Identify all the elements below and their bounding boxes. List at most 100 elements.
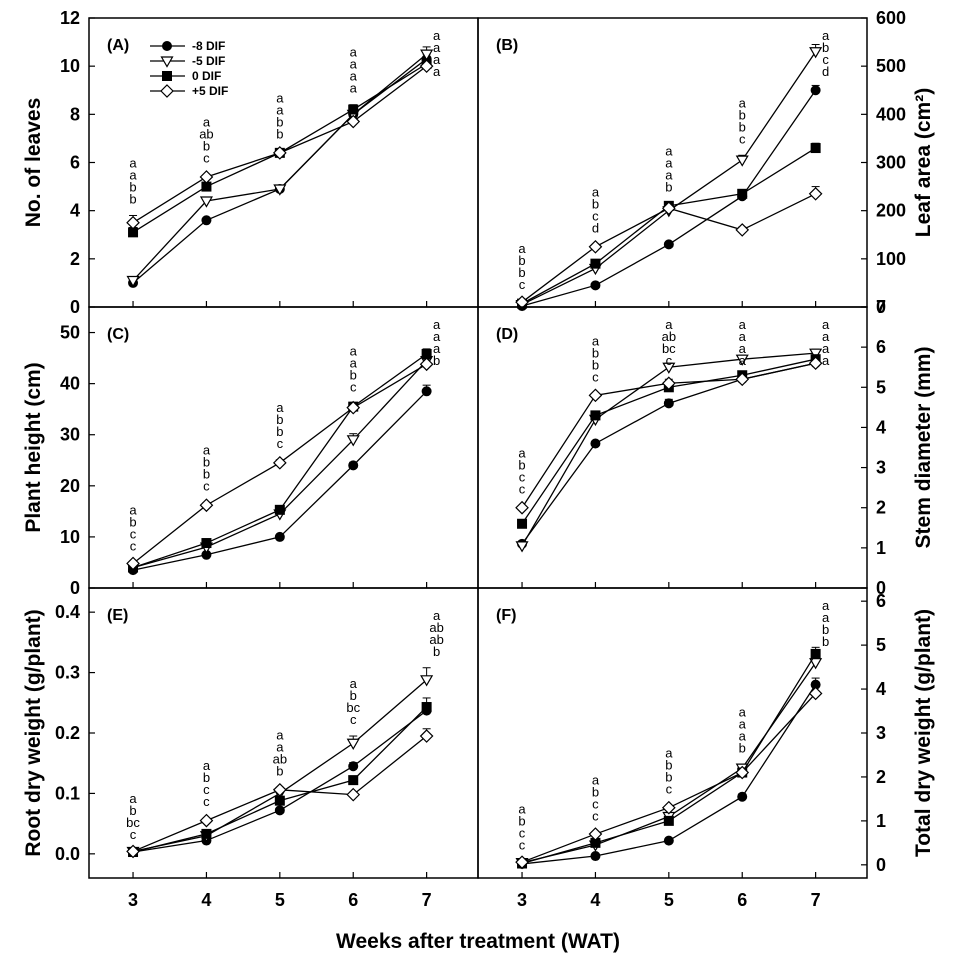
significance-letter: b — [518, 458, 525, 473]
significance-letter: a — [665, 143, 673, 158]
x-tick-label: 6 — [348, 890, 358, 910]
significance-letter: b — [739, 107, 746, 122]
marker-0 — [274, 805, 285, 816]
significance-letter: a — [433, 28, 441, 43]
significance-letter: b — [592, 196, 599, 211]
panel-label: (D) — [496, 326, 518, 343]
y-tick-label: 8 — [70, 104, 80, 124]
significance-letter: a — [665, 746, 673, 761]
y-tick-label: 0.3 — [55, 663, 80, 683]
significance-letter: a — [276, 727, 284, 742]
marker-2 — [162, 71, 172, 81]
significance-letter: b — [276, 763, 283, 778]
marker-3 — [419, 59, 434, 74]
x-tick-label: 5 — [664, 890, 674, 910]
y-tick-label: 600 — [876, 8, 906, 28]
marker-2 — [810, 143, 821, 154]
marker-1 — [160, 56, 174, 68]
marker-2 — [201, 828, 212, 839]
significance-letter: ab — [429, 632, 443, 647]
significance-letter: b — [129, 179, 136, 194]
marker-0 — [590, 280, 601, 291]
significance-letter: a — [129, 155, 137, 170]
significance-letter: bc — [662, 341, 676, 356]
marker-3 — [199, 170, 214, 184]
significance-letter: a — [822, 610, 830, 625]
y-tick-label: 3 — [876, 458, 886, 478]
significance-letter: b — [592, 345, 599, 360]
marker-3 — [126, 556, 140, 571]
marker-2 — [274, 504, 285, 515]
significance-letter: b — [203, 455, 210, 470]
legend-label: -5 DIF — [192, 54, 225, 68]
y-tick-label: 1 — [876, 811, 886, 831]
y-tick-label: 0.4 — [55, 602, 80, 622]
significance-letter: a — [739, 95, 747, 110]
marker-0 — [590, 438, 601, 449]
marker-3 — [199, 498, 214, 513]
marker-2 — [348, 775, 359, 786]
marker-1 — [515, 541, 529, 553]
significance-letter: b — [592, 784, 599, 799]
marker-2 — [590, 410, 601, 421]
significance-letter: b — [129, 803, 136, 818]
significance-letter: a — [276, 400, 284, 415]
panel-frame — [477, 587, 868, 879]
significance-letter: c — [666, 353, 673, 368]
marker-0 — [663, 835, 674, 846]
significance-letter: a — [739, 717, 747, 732]
panel-frame — [88, 17, 479, 308]
significance-letter: c — [592, 208, 599, 223]
marker-1 — [126, 275, 140, 288]
significance-letter: b — [433, 644, 440, 659]
marker-2 — [201, 538, 212, 549]
significance-letter: a — [739, 353, 747, 368]
significance-letter: c — [350, 380, 357, 395]
significance-letter: b — [203, 770, 210, 785]
significance-letter: bc — [346, 700, 360, 715]
marker-3 — [661, 800, 676, 815]
significance-letter: a — [203, 443, 211, 458]
significance-letter: b — [665, 770, 672, 785]
marker-3 — [735, 372, 750, 387]
y-tick-label: 4 — [70, 201, 80, 221]
significance-letter: b — [592, 357, 599, 372]
y-tick-label: 0 — [70, 297, 80, 317]
significance-letter: a — [592, 333, 600, 348]
marker-0 — [663, 239, 674, 250]
significance-letter: a — [433, 317, 441, 332]
significance-letter: b — [129, 514, 136, 529]
marker-0 — [162, 41, 172, 51]
y-tick-label: 400 — [876, 104, 906, 124]
marker-3 — [419, 729, 434, 743]
y-tick-label: 0.1 — [55, 783, 80, 803]
x-tick-label: 4 — [590, 890, 600, 910]
significance-letter: a — [592, 772, 600, 787]
x-tick-label: 3 — [517, 890, 527, 910]
marker-1 — [420, 675, 434, 687]
y-tick-label: 300 — [876, 153, 906, 173]
y-tick-label: 4 — [876, 679, 886, 699]
significance-letter: c — [519, 470, 526, 485]
marker-3 — [588, 827, 603, 841]
significance-letter: b — [665, 179, 672, 194]
marker-0 — [274, 531, 285, 542]
y-tick-label: 5 — [876, 377, 886, 397]
significance-letter: a — [739, 329, 747, 344]
significance-letter: a — [433, 341, 441, 356]
marker-3 — [588, 239, 603, 254]
significance-letter: a — [350, 57, 358, 72]
marker-3 — [661, 201, 676, 216]
significance-letter: a — [350, 81, 358, 96]
y-tick-label: 500 — [876, 56, 906, 76]
significance-letter: c — [519, 838, 526, 853]
significance-letter: a — [822, 598, 830, 613]
y-axis-label: No. of leaves — [22, 98, 45, 228]
significance-letter: a — [739, 341, 747, 356]
significance-letter: a — [433, 64, 441, 79]
y-tick-label: 1 — [876, 538, 886, 558]
